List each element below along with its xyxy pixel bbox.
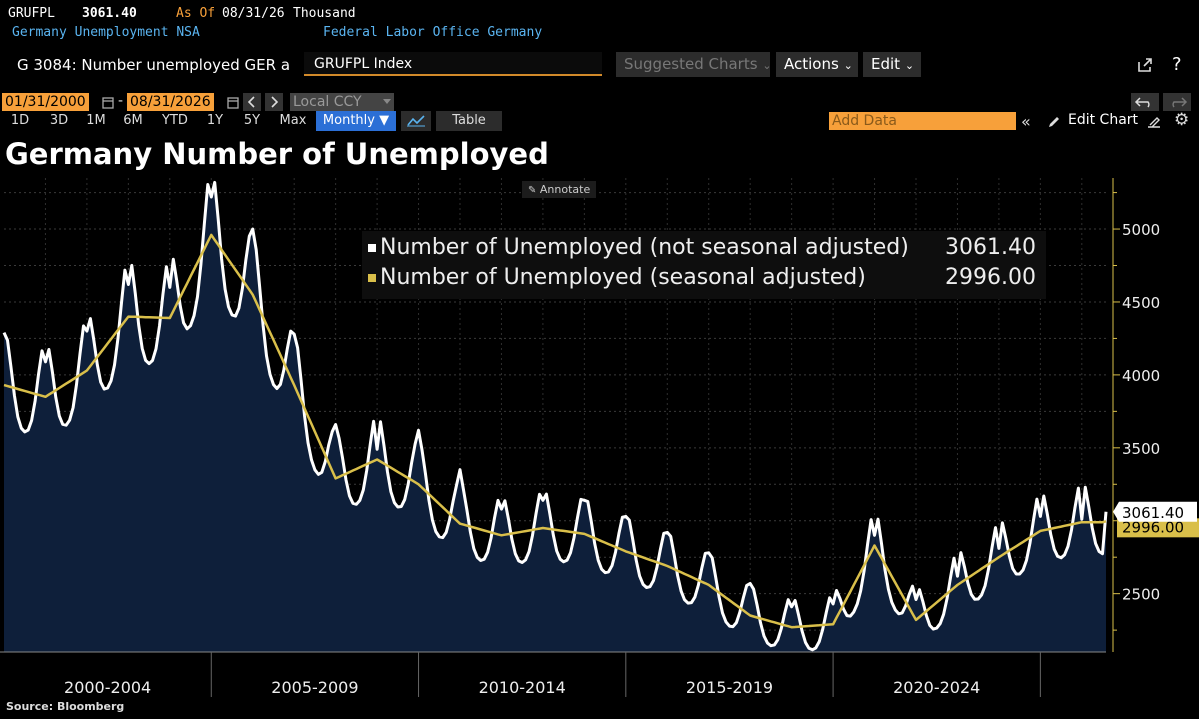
chevron-down-icon: ⌄ bbox=[904, 59, 915, 72]
caret-down-icon bbox=[383, 99, 391, 104]
previous-period-button[interactable] bbox=[243, 93, 261, 111]
redo-icon bbox=[1172, 97, 1188, 108]
command-input[interactable]: GRUFPL Index bbox=[304, 52, 602, 76]
collapse-icon[interactable]: « bbox=[1021, 112, 1031, 131]
period-button-5y[interactable]: 5Y bbox=[243, 113, 261, 128]
edit-button[interactable]: Edit ⌄ bbox=[863, 52, 921, 77]
legend-swatch bbox=[368, 244, 376, 252]
series-line-nsa bbox=[2, 180, 1108, 652]
end-date-input[interactable]: 08/31/2026 bbox=[127, 93, 214, 111]
date-separator: - bbox=[118, 93, 124, 109]
period-button-max[interactable]: Max bbox=[279, 113, 307, 128]
legend-item-nsa: Number of Unemployed (not seasonal adjus… bbox=[368, 235, 909, 260]
as-of-label: As Of bbox=[176, 6, 216, 21]
legend-value-sa: 2996.00 bbox=[945, 265, 1036, 290]
suggested-charts-label: Suggested Charts bbox=[624, 55, 758, 73]
area-fill bbox=[4, 182, 1106, 652]
x-tick-label: 2010-2014 bbox=[479, 678, 566, 697]
chevron-left-icon bbox=[247, 96, 255, 108]
actions-button[interactable]: Actions ⌄ bbox=[776, 52, 858, 77]
gear-icon[interactable]: ⚙ bbox=[1174, 110, 1190, 130]
legend-item-sa: Number of Unemployed (seasonal adjusted) bbox=[368, 265, 866, 290]
period-button-1m[interactable]: 1M bbox=[86, 113, 106, 128]
pencil-icon: ✎ bbox=[528, 185, 537, 196]
legend-swatch bbox=[368, 274, 376, 282]
actions-label: Actions bbox=[784, 55, 839, 73]
line-chart-icon bbox=[407, 115, 425, 127]
as-of-date: 08/31/26 bbox=[222, 6, 285, 21]
chart-title: Germany Number of Unemployed bbox=[5, 137, 549, 171]
table-button[interactable]: Table bbox=[436, 111, 502, 131]
currency-select[interactable]: Local CCY bbox=[290, 93, 394, 111]
period-button-ytd[interactable]: YTD bbox=[162, 113, 188, 128]
ticker: GRUFPL bbox=[8, 6, 55, 21]
frequency-select[interactable]: Monthly ▼ bbox=[316, 111, 396, 131]
edit-label: Edit bbox=[871, 55, 901, 73]
calendar-icon[interactable] bbox=[227, 95, 239, 109]
edit-chart-button[interactable]: Edit Chart bbox=[1068, 112, 1139, 128]
series-line-sa bbox=[3, 233, 1107, 629]
redo-button[interactable] bbox=[1163, 93, 1191, 111]
y-tick-label: 5000 bbox=[1122, 221, 1160, 239]
x-tick-label: 2000-2004 bbox=[64, 678, 151, 697]
function-label: G 3084: Number unemployed GER a bbox=[17, 56, 291, 74]
calendar-icon[interactable] bbox=[102, 95, 114, 109]
next-period-button[interactable] bbox=[265, 93, 283, 111]
share-icon[interactable] bbox=[1136, 56, 1154, 74]
last-value-badge-sa bbox=[1117, 518, 1199, 538]
annotate-label: Annotate bbox=[539, 183, 591, 196]
y-tick-label: 2500 bbox=[1122, 586, 1160, 604]
add-data-input[interactable]: Add Data bbox=[829, 112, 1016, 130]
legend-label: Number of Unemployed (not seasonal adjus… bbox=[380, 235, 909, 260]
chevron-down-icon: ⌄ bbox=[843, 59, 853, 72]
x-tick-label: 2015-2019 bbox=[686, 678, 773, 697]
pencil-icon bbox=[1049, 117, 1059, 127]
chevron-down-icon: ⌄ bbox=[762, 59, 772, 72]
undo-button[interactable] bbox=[1131, 93, 1159, 111]
x-tick-label: 2005-2009 bbox=[271, 678, 358, 697]
chart-legend: Number of Unemployed (not seasonal adjus… bbox=[362, 231, 1046, 299]
last-value-label-nsa: 3061.40 bbox=[1122, 504, 1184, 522]
suggested-charts-button[interactable]: Suggested Charts ⌄ bbox=[616, 52, 772, 77]
annotate-button[interactable]: ✎ Annotate bbox=[522, 181, 597, 198]
last-value: 3061.40 bbox=[82, 6, 137, 21]
y-tick-label: 4000 bbox=[1122, 367, 1160, 385]
period-button-1y[interactable]: 1Y bbox=[206, 113, 224, 128]
y-tick-label: 4500 bbox=[1122, 294, 1160, 312]
period-button-1d[interactable]: 1D bbox=[10, 113, 30, 128]
units-label: Thousand bbox=[293, 6, 356, 21]
security-description: Germany Unemployment NSA bbox=[12, 25, 200, 40]
currency-value: Local CCY bbox=[293, 94, 362, 110]
start-date-input[interactable]: 01/31/2000 bbox=[2, 93, 89, 111]
last-value-label-sa: 2996.00 bbox=[1122, 518, 1184, 536]
period-button-6m[interactable]: 6M bbox=[123, 113, 143, 128]
help-icon[interactable]: ? bbox=[1172, 54, 1182, 75]
x-tick-label: 2020-2024 bbox=[893, 678, 980, 697]
legend-value-nsa: 3061.40 bbox=[945, 235, 1036, 260]
last-value-badge-nsa bbox=[1113, 501, 1197, 522]
undo-icon bbox=[1134, 97, 1150, 108]
y-tick-label: 3500 bbox=[1122, 440, 1160, 458]
line-chart: 2500300035004000450050002000-20042005-20… bbox=[0, 178, 1199, 697]
source-organization: Federal Labor Office Germany bbox=[323, 25, 543, 40]
edit-settings-icon[interactable] bbox=[1146, 114, 1162, 130]
legend-label: Number of Unemployed (seasonal adjusted) bbox=[380, 265, 866, 290]
period-button-3d[interactable]: 3D bbox=[49, 113, 69, 128]
source-label: Source: Bloomberg bbox=[6, 700, 125, 713]
plot-area bbox=[2, 180, 1108, 652]
chart-type-button[interactable] bbox=[401, 111, 431, 131]
chevron-right-icon bbox=[271, 96, 279, 108]
axes: 2500300035004000450050002000-20042005-20… bbox=[0, 178, 1199, 697]
